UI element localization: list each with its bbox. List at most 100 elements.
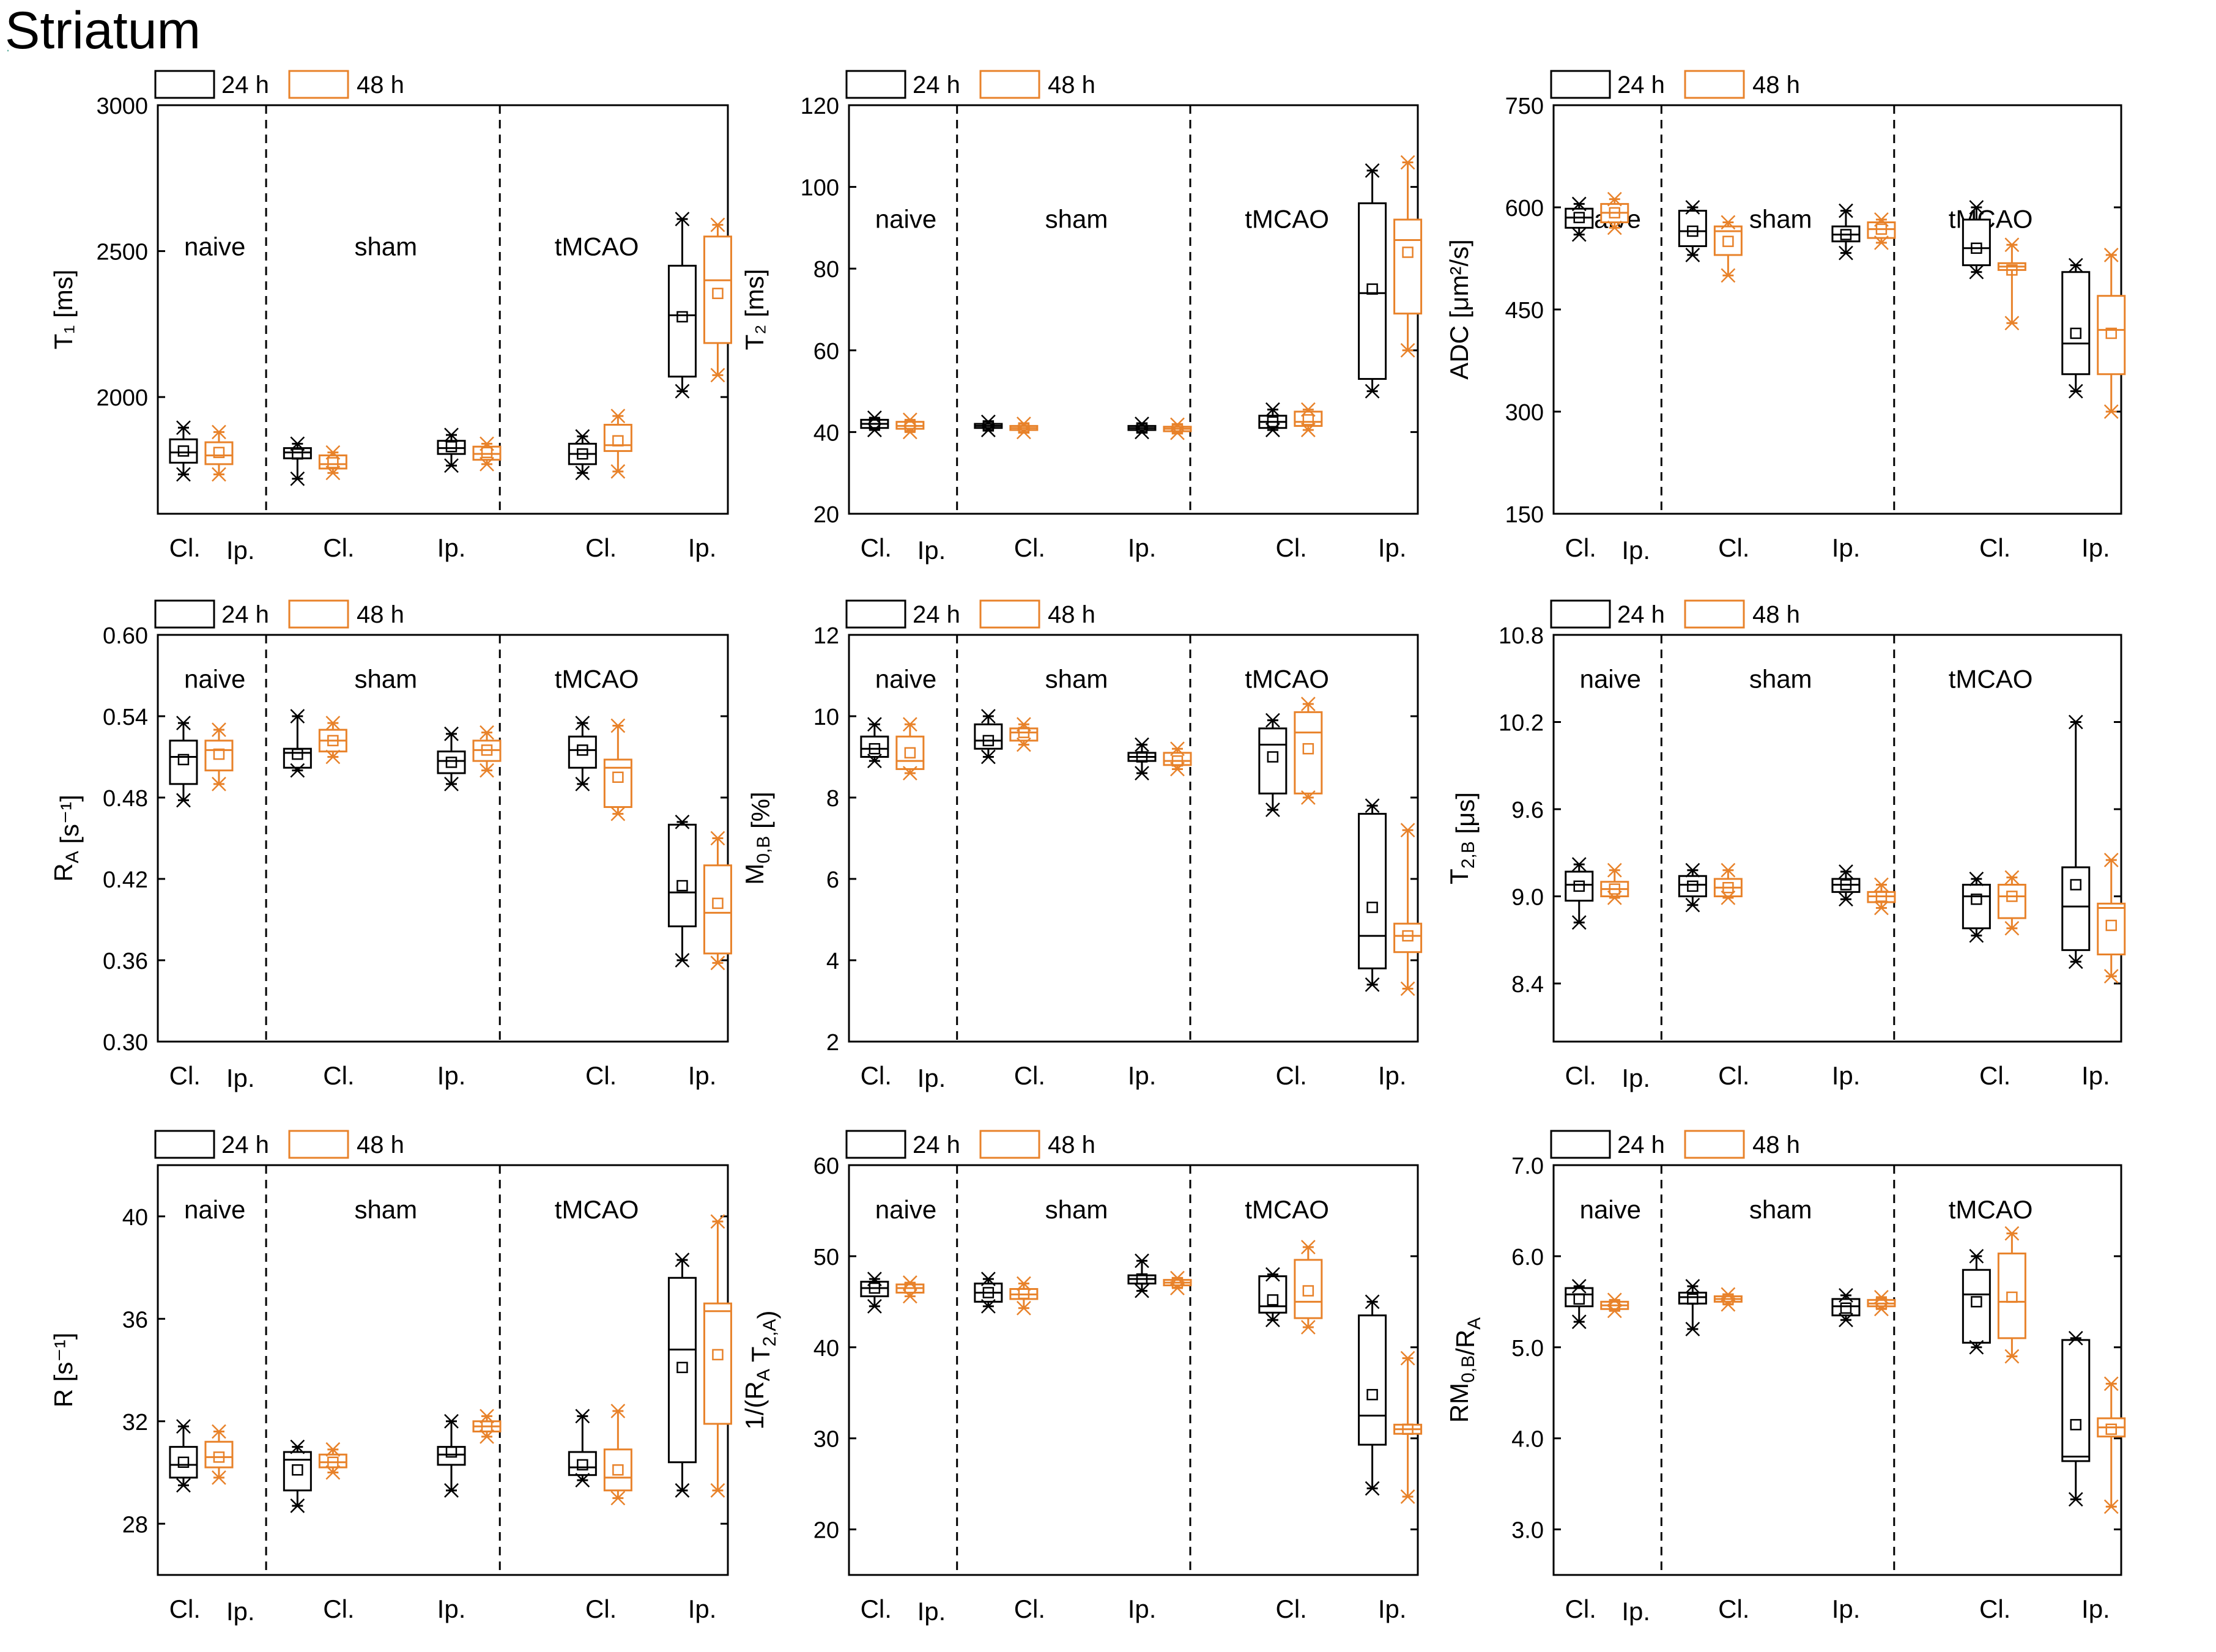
box-sham-Cl-24h xyxy=(283,436,312,486)
y-tick-label: 50 xyxy=(813,1245,839,1270)
mean-marker xyxy=(1687,1293,1699,1305)
extreme-marker xyxy=(1571,1314,1587,1329)
legend-swatch-24h xyxy=(154,1130,215,1159)
legend-label-48h: 48 h xyxy=(1752,1132,1800,1158)
group-label-sham: sham xyxy=(1045,664,1108,693)
group-label-tMCAO: tMCAO xyxy=(555,1195,639,1224)
group-label-naive: naive xyxy=(875,1195,936,1224)
mean-marker xyxy=(445,757,458,768)
extreme-marker xyxy=(1685,1322,1700,1336)
box-sham-Ip-48h xyxy=(1163,1270,1192,1295)
extreme-marker xyxy=(2068,1331,2083,1346)
iqr-box xyxy=(1258,727,1288,795)
group-label-naive: naive xyxy=(184,232,245,261)
y-tick-label: 0.54 xyxy=(103,705,148,730)
y-tick-label: 40 xyxy=(813,1336,839,1361)
box-sham-Cl-24h xyxy=(1678,1279,1707,1336)
x-label: Ip. xyxy=(917,1064,946,1092)
x-label: Ip. xyxy=(917,1597,946,1626)
mean-marker xyxy=(1402,1423,1414,1435)
y-tick-label: 2500 xyxy=(96,240,148,265)
y-tick-label: 2 xyxy=(826,1030,839,1056)
box-tMCAO-Ip-48h xyxy=(1393,1350,1423,1504)
x-label: Cl. xyxy=(1565,1061,1596,1090)
x-label: Cl. xyxy=(323,533,354,562)
x-label: Ip. xyxy=(1378,1595,1407,1623)
y-tick-label: 4.0 xyxy=(1511,1427,1544,1453)
iqr-box xyxy=(703,1302,732,1425)
x-label: Ip. xyxy=(1621,1597,1650,1626)
extreme-marker xyxy=(1365,798,1380,813)
extreme-marker xyxy=(290,709,305,724)
y-tick-label: 20 xyxy=(813,502,839,528)
y-axis-label: ADC [μm²/s] xyxy=(1445,239,1473,380)
x-label: Ip. xyxy=(1832,1061,1861,1090)
extreme-marker xyxy=(480,1409,494,1424)
legend-label-48h: 48 h xyxy=(1752,601,1800,628)
extreme-marker xyxy=(212,1470,226,1485)
mean-marker xyxy=(1722,882,1734,894)
extreme-marker xyxy=(902,1275,917,1290)
mean-marker xyxy=(481,446,493,459)
mean-marker xyxy=(869,743,881,755)
extreme-marker xyxy=(1365,1481,1380,1496)
box-tMCAO-Ip-24h xyxy=(2061,257,2091,399)
group-label-naive: naive xyxy=(875,204,936,233)
box-tMCAO-Cl-24h xyxy=(1962,1249,1991,1355)
extreme-marker xyxy=(2004,1226,2020,1241)
group-label-sham: sham xyxy=(354,232,417,261)
extreme-marker xyxy=(325,1465,341,1480)
box-sham-Ip-24h xyxy=(1831,864,1861,907)
x-label: Cl. xyxy=(169,1061,201,1090)
extreme-marker xyxy=(1839,892,1853,907)
mean-marker xyxy=(1609,883,1621,895)
extreme-marker xyxy=(710,955,725,971)
iqr-box xyxy=(568,735,597,769)
mean-marker xyxy=(327,1456,339,1468)
y-axis-label: T₁ [ms] xyxy=(49,270,78,350)
x-label: Cl. xyxy=(585,1061,617,1090)
box-sham-Ip-48h xyxy=(1867,212,1896,250)
extreme-marker xyxy=(675,815,690,829)
y-tick-label: 600 xyxy=(1505,196,1544,221)
box-sham-Ip-48h xyxy=(1163,417,1192,440)
legend-label-48h: 48 h xyxy=(1048,601,1095,628)
box-sham-Cl-24h xyxy=(283,1439,312,1513)
box-tMCAO-Ip-48h xyxy=(2097,248,2126,419)
extreme-marker xyxy=(1874,212,1889,227)
mean-marker xyxy=(1018,727,1030,738)
extreme-marker xyxy=(1016,1300,1031,1316)
legend-label-48h: 48 h xyxy=(1048,1132,1095,1158)
panel-m0b: 24 h 48 h 2 4 6 8 10 12 M0,B [%] naive sham tMCAO Cl… xyxy=(740,599,1423,1092)
legend-swatch-24h xyxy=(1550,70,1611,99)
mean-marker xyxy=(2006,264,2018,276)
box-tMCAO-Cl-24h xyxy=(568,1409,597,1487)
box-sham-Ip-24h xyxy=(1831,1288,1861,1327)
y-tick-label: 150 xyxy=(1505,502,1544,528)
extreme-marker xyxy=(1571,915,1587,930)
extreme-marker xyxy=(1839,1313,1853,1327)
legend-label-24h: 24 h xyxy=(1617,1132,1665,1158)
iqr-box xyxy=(169,739,198,785)
extreme-marker xyxy=(675,1483,690,1498)
mean-marker xyxy=(712,287,724,300)
box-sham-Cl-24h xyxy=(1678,200,1707,262)
extreme-marker xyxy=(212,467,226,482)
extreme-marker xyxy=(290,436,305,451)
y-tick-label: 60 xyxy=(813,339,839,365)
legend-label-48h: 48 h xyxy=(357,601,404,628)
iqr-box xyxy=(603,423,632,452)
legend-swatch-24h xyxy=(845,599,906,629)
iqr-box xyxy=(703,235,732,344)
extreme-marker xyxy=(290,1498,305,1513)
box-sham-Ip-48h xyxy=(472,436,502,472)
mean-marker xyxy=(1971,242,1982,254)
extreme-marker xyxy=(1607,1292,1622,1308)
box-sham-Cl-48h xyxy=(1009,417,1039,440)
iqr-box xyxy=(1358,813,1387,969)
mean-marker xyxy=(1875,891,1888,902)
iqr-box xyxy=(1294,711,1323,795)
y-tick-label: 2000 xyxy=(96,385,148,411)
iqr-box xyxy=(703,864,732,955)
y-tick-label: 20 xyxy=(813,1518,839,1544)
